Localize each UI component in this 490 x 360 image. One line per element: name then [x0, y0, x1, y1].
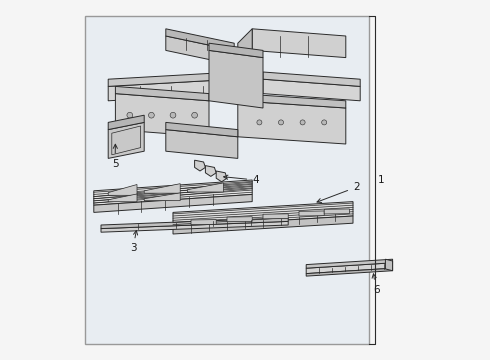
- Polygon shape: [306, 263, 392, 274]
- Text: 1: 1: [378, 175, 385, 185]
- Polygon shape: [263, 72, 360, 86]
- Polygon shape: [238, 101, 346, 144]
- Polygon shape: [101, 221, 288, 232]
- Polygon shape: [209, 50, 263, 108]
- Text: 5: 5: [112, 144, 119, 169]
- Polygon shape: [108, 79, 234, 101]
- Circle shape: [278, 120, 284, 125]
- Circle shape: [127, 112, 133, 118]
- Polygon shape: [108, 194, 137, 202]
- Polygon shape: [306, 268, 392, 276]
- Text: 6: 6: [372, 274, 379, 295]
- Polygon shape: [144, 184, 180, 193]
- FancyBboxPatch shape: [85, 16, 369, 344]
- Text: 3: 3: [130, 231, 138, 253]
- Polygon shape: [108, 72, 234, 86]
- Polygon shape: [216, 171, 227, 182]
- Polygon shape: [306, 259, 392, 268]
- Polygon shape: [238, 94, 346, 108]
- Polygon shape: [94, 180, 252, 205]
- Polygon shape: [116, 94, 209, 137]
- Polygon shape: [101, 218, 288, 229]
- Polygon shape: [166, 130, 238, 158]
- Polygon shape: [238, 29, 252, 65]
- Polygon shape: [144, 193, 180, 201]
- Text: 4: 4: [223, 175, 259, 185]
- Polygon shape: [108, 185, 137, 195]
- Polygon shape: [108, 122, 144, 158]
- Polygon shape: [386, 259, 392, 271]
- Circle shape: [148, 112, 154, 118]
- Polygon shape: [191, 220, 216, 225]
- Circle shape: [170, 112, 176, 118]
- Polygon shape: [166, 122, 238, 137]
- Polygon shape: [195, 160, 205, 171]
- Polygon shape: [227, 217, 252, 222]
- Polygon shape: [187, 183, 223, 192]
- Polygon shape: [263, 214, 288, 219]
- Polygon shape: [108, 115, 144, 130]
- Polygon shape: [94, 194, 252, 212]
- Polygon shape: [263, 79, 360, 101]
- Circle shape: [300, 120, 305, 125]
- Polygon shape: [299, 211, 324, 216]
- Polygon shape: [209, 43, 263, 58]
- Polygon shape: [252, 29, 346, 58]
- Polygon shape: [205, 166, 216, 176]
- Polygon shape: [324, 209, 349, 214]
- Polygon shape: [173, 216, 353, 234]
- Text: 2: 2: [317, 182, 360, 203]
- Circle shape: [257, 120, 262, 125]
- Circle shape: [192, 112, 197, 118]
- Polygon shape: [166, 36, 234, 65]
- Polygon shape: [173, 202, 353, 227]
- Polygon shape: [116, 86, 209, 101]
- Circle shape: [321, 120, 327, 125]
- Polygon shape: [166, 29, 234, 50]
